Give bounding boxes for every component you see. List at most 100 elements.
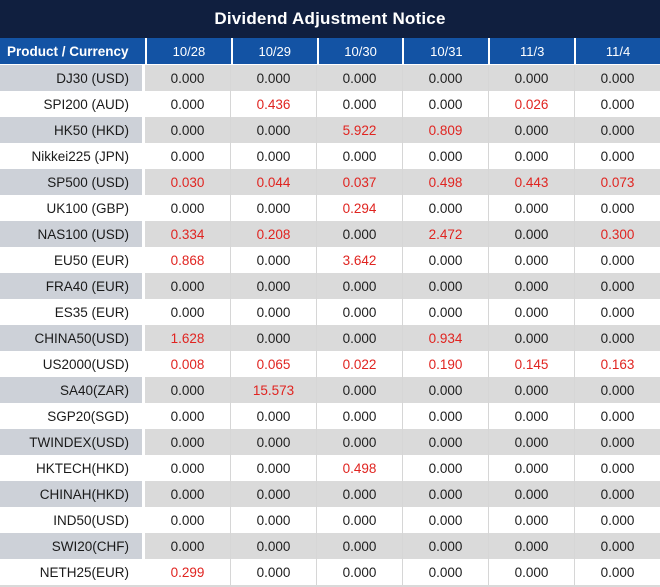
value-cell: 0.000 <box>316 299 402 325</box>
value-cell: 0.008 <box>170 356 205 372</box>
value-cell: 0.000 <box>230 481 316 507</box>
value-cell: 0.000 <box>574 65 660 91</box>
value-cell: 0.000 <box>316 507 402 533</box>
table-row: EU50 (EUR) 0.868 0.000 3.642 0.000 0.000 0.000 <box>0 247 660 273</box>
table-row: NAS100 (USD) 0.334 0.208 0.000 2.472 0.000 0.3… <box>0 221 660 247</box>
value-cell: 0.037 <box>316 169 402 195</box>
table-row: SWI20(CHF) 0.000 0.000 0.000 0.000 0.000 0.000 <box>0 533 660 559</box>
value-cell: 0.000 <box>145 117 230 143</box>
value-cell: 0.000 <box>170 460 205 476</box>
value-cell: 0.000 <box>230 559 316 585</box>
value-cell: 0.000 <box>488 429 574 455</box>
value-cell: 0.000 <box>402 299 488 325</box>
column-header-date: 10/31 <box>402 38 488 64</box>
value-cell: 0.000 <box>230 429 316 455</box>
value-cell: 0.000 <box>316 429 402 455</box>
value-cell: 0.000 <box>230 455 316 481</box>
value-cell: 0.443 <box>488 169 574 195</box>
product-cell: NETH25(EUR) <box>0 559 145 585</box>
value-cell: 0.000 <box>402 403 488 429</box>
value-cell: 0.044 <box>230 169 316 195</box>
value-cell: 0.000 <box>230 507 316 533</box>
value-cell: 0.000 <box>574 507 660 533</box>
value-cell: 2.472 <box>402 221 488 247</box>
value-cell: 0.000 <box>145 273 230 299</box>
value-cell: 0.000 <box>488 65 574 91</box>
table-row: UK100 (GBP) 0.000 0.000 0.294 0.000 0.000 0.00… <box>0 195 660 221</box>
table-row: TWINDEX(USD) 0.000 0.000 0.000 0.000 0.000 0.0… <box>0 429 660 455</box>
value-cell: 0.000 <box>402 429 488 455</box>
value-cell: 0.026 <box>488 91 574 117</box>
value-cell: 0.073 <box>574 169 660 195</box>
product-cell: SA40(ZAR) <box>0 377 145 403</box>
value-cell: 0.000 <box>488 403 574 429</box>
value-cell: 0.000 <box>402 65 488 91</box>
value-cell: 0.000 <box>574 143 660 169</box>
value-cell: 0.294 <box>316 195 402 221</box>
value-cell: 0.000 <box>402 455 488 481</box>
value-cell: 0.000 <box>402 273 488 299</box>
product-cell: DJ30 (USD) <box>0 65 145 91</box>
product-cell: NAS100 (USD) <box>0 221 145 247</box>
value-cell: 0.334 <box>145 221 230 247</box>
value-cell: 0.000 <box>402 533 488 559</box>
value-cell: 0.000 <box>488 559 574 585</box>
product-cell: FRA40 (EUR) <box>0 273 145 299</box>
column-header-date: 10/29 <box>230 38 317 64</box>
value-cell: 0.000 <box>230 65 316 91</box>
value-cell: 0.000 <box>316 221 402 247</box>
value-cell: 0.000 <box>170 304 205 320</box>
value-cell: 0.000 <box>488 143 574 169</box>
product-cell: CHINAH(HKD) <box>0 481 145 507</box>
value-cell: 0.299 <box>170 564 205 580</box>
value-cell: 0.000 <box>488 377 574 403</box>
column-header-product: Product / Currency <box>7 43 129 59</box>
value-cell: 0.000 <box>402 481 488 507</box>
value-cell: 15.573 <box>230 377 316 403</box>
value-cell: 0.000 <box>574 273 660 299</box>
table-row: IND50(USD) 0.000 0.000 0.000 0.000 0.000 0.000 <box>0 507 660 533</box>
value-cell: 0.000 <box>574 299 660 325</box>
value-cell: 0.000 <box>145 377 230 403</box>
value-cell: 0.000 <box>488 299 574 325</box>
value-cell: 0.498 <box>316 455 402 481</box>
value-cell: 0.000 <box>488 247 574 273</box>
value-cell: 0.000 <box>488 221 574 247</box>
value-cell: 0.000 <box>402 195 488 221</box>
value-cell: 0.000 <box>170 408 205 424</box>
table-row: DJ30 (USD) 0.000 0.000 0.000 0.000 0.000 0.000 <box>0 65 660 91</box>
value-cell: 0.000 <box>230 117 316 143</box>
table-row: SA40(ZAR) 0.000 15.573 0.000 0.000 0.000 0.000 <box>0 377 660 403</box>
product-cell: SPI200 (AUD) <box>0 91 145 117</box>
table-row: SPI200 (AUD) 0.000 0.436 0.000 0.000 0.026 0.0… <box>0 91 660 117</box>
value-cell: 3.642 <box>316 247 402 273</box>
product-cell: UK100 (GBP) <box>0 195 145 221</box>
value-cell: 0.436 <box>230 91 316 117</box>
value-cell: 0.000 <box>488 481 574 507</box>
value-cell: 0.000 <box>145 533 230 559</box>
value-cell: 0.065 <box>230 351 316 377</box>
product-cell: ES35 (EUR) <box>0 299 145 325</box>
value-cell: 0.000 <box>574 117 660 143</box>
value-cell: 0.163 <box>574 351 660 377</box>
value-cell: 0.000 <box>574 455 660 481</box>
value-cell: 5.922 <box>316 117 402 143</box>
value-cell: 0.000 <box>170 96 205 112</box>
value-cell: 0.000 <box>488 533 574 559</box>
value-cell: 0.000 <box>402 247 488 273</box>
table-row: Nikkei225 (JPN) 0.000 0.000 0.000 0.000 0.000… <box>0 143 660 169</box>
product-cell: Nikkei225 (JPN) <box>0 143 145 169</box>
value-cell: 0.000 <box>574 377 660 403</box>
value-cell: 0.000 <box>145 429 230 455</box>
column-header-date: 10/30 <box>316 38 403 64</box>
value-cell: 0.000 <box>488 455 574 481</box>
value-cell: 0.000 <box>316 325 402 351</box>
value-cell: 0.022 <box>316 351 402 377</box>
product-cell: SP500 (USD) <box>0 169 145 195</box>
value-cell: 0.000 <box>316 91 402 117</box>
table-row: US2000(USD) 0.008 0.065 0.022 0.190 0.145 0.16… <box>0 351 660 377</box>
value-cell: 0.190 <box>402 351 488 377</box>
value-cell: 0.000 <box>145 481 230 507</box>
value-cell: 0.000 <box>402 91 488 117</box>
value-cell: 0.000 <box>402 507 488 533</box>
